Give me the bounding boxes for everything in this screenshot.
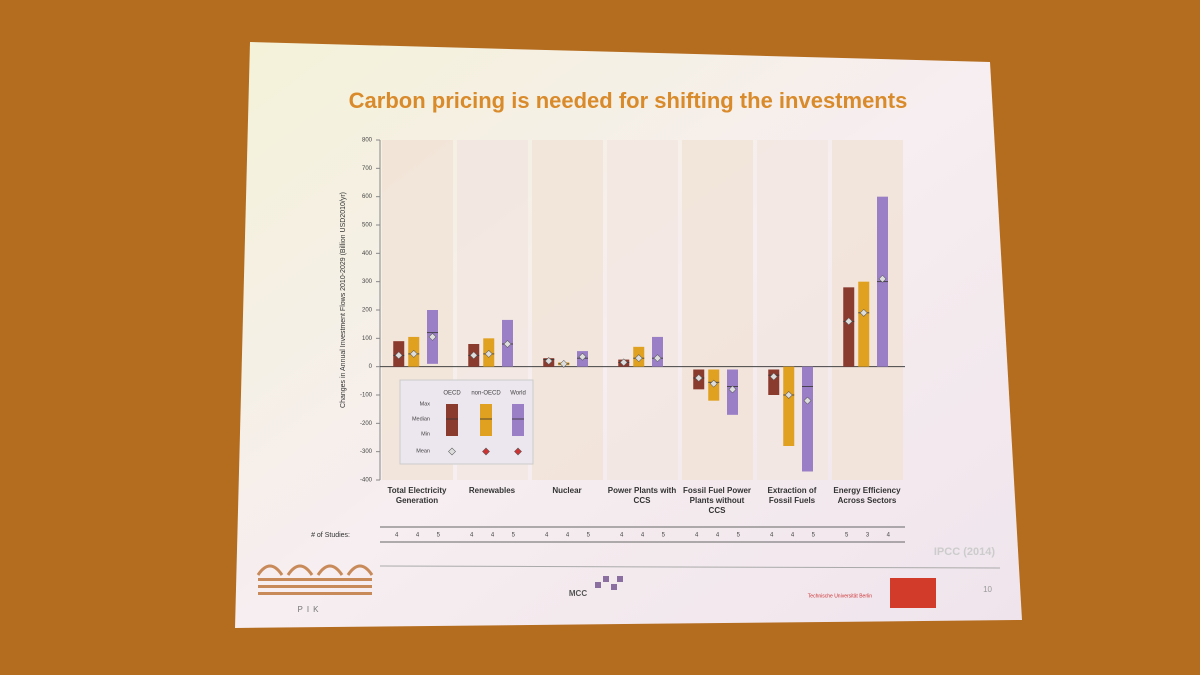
studies-count: 3 <box>866 533 870 539</box>
pik-text: PIK <box>298 605 323 614</box>
slide-title: Carbon pricing is needed for shifting th… <box>349 88 908 113</box>
mean-marker <box>469 351 478 360</box>
mean-marker <box>769 372 778 381</box>
y-axis-label: Changes in Annual Investment Flows 2010-… <box>340 192 347 408</box>
legend-mean <box>514 447 522 456</box>
mean-marker <box>859 308 868 317</box>
pik-logo <box>256 564 374 595</box>
legend-key: Median <box>412 416 430 422</box>
mean-marker <box>578 352 587 361</box>
legend-box <box>399 379 534 465</box>
y-tick-label: 400 <box>362 251 373 257</box>
page-number: 10 <box>983 585 992 594</box>
tu-text: Technische Universität Berlin <box>808 593 872 599</box>
y-tick-label: 600 <box>362 194 373 200</box>
legend-swatch <box>512 404 524 436</box>
y-tick-label: 300 <box>362 279 373 285</box>
studies-count: 5 <box>812 533 816 539</box>
y-tick-label: 100 <box>362 336 373 342</box>
studies-count: 5 <box>662 533 666 539</box>
studies-count: 4 <box>791 533 795 539</box>
mean-marker <box>694 374 703 382</box>
mean-marker <box>784 391 793 399</box>
legend-mean <box>448 447 456 456</box>
x-tick-label: Fossil Fuel Power Plants without CCS <box>682 486 751 515</box>
range-bar <box>802 366 813 472</box>
mean-marker <box>409 350 418 358</box>
y-tick-label: -200 <box>360 421 373 427</box>
mcc-logo <box>595 576 623 590</box>
source: IPCC (2014) <box>934 546 995 558</box>
mean-marker <box>803 396 812 405</box>
mean-marker <box>544 357 553 365</box>
mean-marker <box>484 350 493 358</box>
mean-marker <box>503 340 512 348</box>
y-tick-label: -100 <box>360 393 373 399</box>
range-bar <box>768 369 780 395</box>
range-bar <box>783 366 795 446</box>
mean-marker <box>728 385 737 394</box>
x-tick-label: Power Plants with CCS <box>607 486 677 505</box>
studies-count: 4 <box>491 533 495 539</box>
x-tick-label: Energy Efficiency Across Sectors <box>833 486 901 505</box>
footer-rule <box>379 565 1001 569</box>
x-tick-label: Renewables <box>468 486 516 495</box>
legend-mean <box>482 447 490 456</box>
studies-count: 5 <box>737 533 741 539</box>
y-tick-label: 700 <box>362 166 373 172</box>
studies-count: 4 <box>695 533 699 539</box>
panel <box>607 140 678 480</box>
x-tick-label: Extraction of Fossil Fuels <box>767 486 817 505</box>
studies-count: 4 <box>470 533 474 539</box>
panel <box>682 140 753 480</box>
mean-marker <box>394 351 403 360</box>
studies-count: 4 <box>641 533 645 539</box>
studies-count: 5 <box>437 533 441 539</box>
y-tick-label: 200 <box>362 308 373 314</box>
y-tick-label: 500 <box>362 223 373 229</box>
studies-count: 4 <box>887 533 891 539</box>
mean-marker <box>709 379 718 388</box>
studies-count: 4 <box>770 533 774 539</box>
studies-count: 5 <box>845 533 849 539</box>
mean-marker <box>559 359 568 368</box>
legend-key: Min <box>421 431 430 437</box>
panel <box>532 140 603 480</box>
y-tick-label: 0 <box>369 364 373 370</box>
legend-swatch <box>480 404 492 436</box>
mean-marker <box>619 358 628 367</box>
studies-count: 4 <box>620 533 624 539</box>
legend-label: non-OECD <box>471 391 501 397</box>
studies-count: 4 <box>545 533 549 539</box>
range-bar <box>843 287 855 367</box>
legend-key: Mean <box>416 448 430 454</box>
mean-marker <box>844 317 853 326</box>
studies-count: 4 <box>566 533 570 539</box>
x-tick-label: Total Electricity Generation <box>387 486 447 505</box>
legend-key: Max <box>420 401 431 407</box>
mean-marker <box>428 333 437 341</box>
studies-count: 4 <box>716 533 720 539</box>
studies-count: 5 <box>512 533 516 539</box>
y-tick-label: -400 <box>360 478 373 484</box>
legend-label: OECD <box>443 391 461 397</box>
legend-swatch <box>446 404 458 436</box>
tu-logo <box>890 578 936 608</box>
x-tick-label: Nuclear <box>552 486 582 495</box>
mean-marker <box>878 274 887 283</box>
studies-count: 5 <box>587 533 591 539</box>
range-bar <box>652 336 663 367</box>
studies-count: 4 <box>395 533 399 539</box>
studies-label: # of Studies: <box>311 532 350 539</box>
range-bar <box>858 281 870 367</box>
y-tick-label: 800 <box>362 138 373 144</box>
y-tick-label: -300 <box>360 449 373 455</box>
mean-marker <box>634 354 643 363</box>
mcc-text: MCC <box>569 589 587 598</box>
mean-marker <box>653 354 662 363</box>
studies-count: 4 <box>416 533 420 539</box>
legend-label: World <box>510 391 526 397</box>
